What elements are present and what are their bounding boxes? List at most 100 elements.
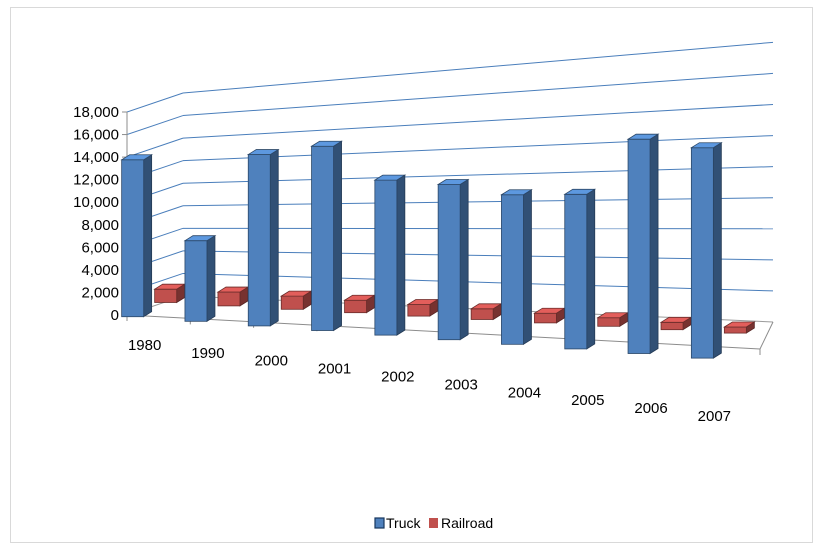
truck-bar-top bbox=[183, 235, 217, 242]
railroad-bar bbox=[153, 283, 187, 304]
railroad-bar bbox=[406, 298, 440, 317]
truck-bar bbox=[183, 234, 217, 323]
railroad-bar bbox=[469, 303, 503, 321]
truck-bar-side bbox=[586, 188, 596, 350]
truck-bar bbox=[310, 140, 343, 332]
truck-bar bbox=[246, 148, 280, 327]
x-tick-label: 2002 bbox=[381, 369, 414, 386]
truck-bar-top bbox=[310, 140, 343, 147]
gridline bbox=[182, 197, 774, 207]
truck-bar-side bbox=[333, 140, 342, 332]
x-tick-label: 2001 bbox=[318, 361, 351, 378]
railroad-bar-front bbox=[723, 326, 747, 334]
railroad-bar bbox=[216, 286, 250, 307]
truck-bar-side bbox=[459, 178, 469, 341]
x-tick-label: 2006 bbox=[634, 400, 667, 417]
truck-bar-side bbox=[712, 141, 722, 359]
gridline bbox=[182, 103, 774, 139]
y-tick-label: 14,000 bbox=[73, 149, 119, 166]
truck-bar bbox=[120, 154, 154, 318]
truck-bar-front bbox=[690, 147, 714, 359]
truck-railroad-bar-chart: 0 2,000 4,000 6,000 8,000 10,000 12,000 14,000 1… bbox=[73, 41, 774, 531]
y-tick-label: 0 bbox=[111, 307, 119, 324]
truck-bar-top bbox=[689, 142, 723, 149]
railroad-bar-front bbox=[154, 288, 178, 303]
y-tick-label: 18,000 bbox=[73, 104, 119, 121]
y-tick-label: 10,000 bbox=[73, 194, 119, 211]
truck-bar-top bbox=[500, 189, 533, 196]
x-tick-label: 2004 bbox=[508, 384, 541, 401]
truck-bar-front bbox=[311, 145, 334, 331]
gridline bbox=[182, 250, 774, 261]
y-tick-label: 4,000 bbox=[81, 262, 119, 279]
railroad-bar bbox=[722, 321, 756, 334]
gridline bbox=[182, 72, 774, 117]
y-tick-label: 8,000 bbox=[81, 217, 119, 234]
truck-bar-top bbox=[626, 133, 660, 140]
y-tick-label: 12,000 bbox=[73, 172, 119, 189]
legend-label-railroad: Railroad bbox=[441, 515, 493, 531]
x-tick-label: 2007 bbox=[698, 408, 731, 425]
railroad-bar bbox=[659, 316, 693, 331]
railroad-bar-front bbox=[470, 308, 494, 320]
railroad-bar-front bbox=[597, 317, 621, 327]
truck-bar-front bbox=[501, 194, 524, 345]
railroad-bar-front bbox=[344, 299, 367, 314]
truck-bar-side bbox=[269, 148, 279, 327]
truck-bar-side bbox=[206, 234, 216, 323]
railroad-bar bbox=[533, 307, 566, 324]
truck-bar-front bbox=[627, 138, 651, 354]
truck-bar bbox=[563, 188, 597, 350]
gridline bbox=[182, 166, 774, 184]
truck-bar-side bbox=[523, 189, 532, 346]
legend-label-truck: Truck bbox=[386, 515, 421, 531]
railroad-bar-front bbox=[217, 291, 241, 307]
y-tick-labels: 0 2,000 4,000 6,000 8,000 10,000 12,000 14,000 1… bbox=[73, 104, 119, 324]
truck-bar bbox=[689, 141, 723, 359]
railroad-bar-front bbox=[280, 295, 304, 310]
y-tick-label: 6,000 bbox=[81, 239, 119, 256]
x-tick-label: 1980 bbox=[128, 337, 161, 354]
truck-bar bbox=[500, 189, 533, 346]
x-tick-labels: 1980 1990 2000 2001 2002 2003 2004 2005 2006 2007 bbox=[128, 337, 731, 425]
gridline-left bbox=[126, 92, 184, 113]
x-tick-label: 2000 bbox=[255, 353, 288, 370]
x-tick-label: 1990 bbox=[191, 345, 224, 362]
truck-bar-side bbox=[143, 154, 153, 318]
truck-bar-front bbox=[564, 193, 588, 350]
truck-bar-front bbox=[184, 240, 208, 322]
gridline-left bbox=[126, 115, 184, 136]
gridline bbox=[182, 135, 774, 162]
railroad-bar-top bbox=[722, 321, 756, 328]
gridline bbox=[182, 41, 774, 94]
railroad-bar bbox=[596, 312, 630, 328]
truck-bar bbox=[626, 133, 660, 355]
x-tick-label: 2005 bbox=[571, 392, 604, 409]
y-tick-label: 2,000 bbox=[81, 284, 119, 301]
gridlines bbox=[126, 41, 774, 323]
truck-bar bbox=[436, 178, 470, 341]
legend-swatch-railroad bbox=[429, 518, 438, 528]
chart-area: 0 2,000 4,000 6,000 8,000 10,000 12,000 14,000 1… bbox=[10, 7, 813, 543]
y-tick-label: 16,000 bbox=[73, 127, 119, 144]
railroad-bar bbox=[343, 294, 376, 314]
railroad-bar-front bbox=[534, 312, 557, 324]
truck-bar-top bbox=[246, 149, 280, 155]
railroad-bar bbox=[279, 290, 313, 311]
truck-bar-top bbox=[436, 179, 470, 185]
truck-bar bbox=[373, 174, 407, 336]
x-tick-label: 2003 bbox=[444, 376, 477, 393]
railroad-bar-front bbox=[407, 304, 431, 317]
truck-bar-top bbox=[120, 154, 154, 161]
truck-bar-side bbox=[649, 133, 659, 355]
truck-bar-front bbox=[374, 179, 398, 336]
truck-bar-front bbox=[121, 159, 145, 318]
truck-bars bbox=[120, 133, 723, 359]
legend: Truck Railroad bbox=[374, 515, 493, 531]
gridline bbox=[182, 272, 774, 292]
legend-swatch-truck bbox=[374, 517, 385, 529]
railroad-bar-front bbox=[660, 321, 684, 331]
truck-bar-side bbox=[396, 174, 406, 336]
truck-bar-top bbox=[563, 188, 597, 195]
truck-bar-front bbox=[247, 154, 271, 327]
